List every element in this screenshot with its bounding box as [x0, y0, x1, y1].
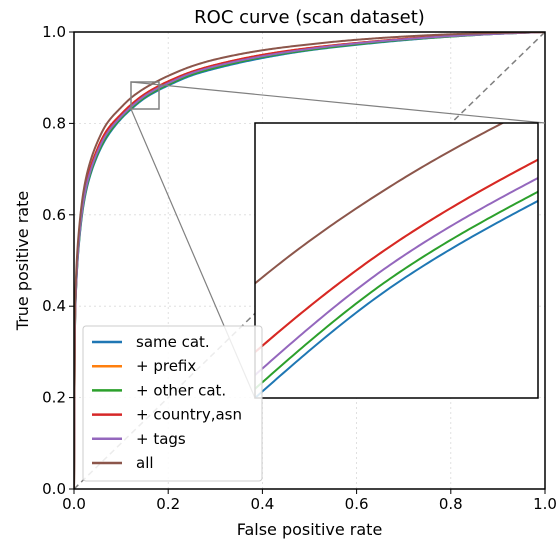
inset-series-line [255, 158, 538, 354]
x-tick-label: 0.2 [156, 495, 180, 513]
legend-label: same cat. [136, 333, 210, 351]
y-tick-label: 0.2 [42, 389, 66, 407]
zoom-region-box [130, 81, 160, 110]
y-tick-label: 0.4 [42, 297, 66, 315]
x-tick-label: 0.6 [345, 495, 369, 513]
x-tick-label: 0.4 [250, 495, 274, 513]
inset-series-lines [255, 123, 538, 398]
legend-label: + other cat. [136, 381, 226, 399]
axis-ticks: 0.0 0.2 0.4 0.6 0.8 1.0 0.0 0.2 0.4 0.6 0.8 1.0 [42, 23, 557, 513]
y-tick-label: 0.8 [42, 114, 66, 132]
legend-label: + country,asn [136, 406, 242, 424]
inset-series-line [255, 190, 538, 391]
x-tick-label: 1.0 [533, 495, 557, 513]
legend-label: + tags [136, 430, 186, 448]
legend: same cat. + prefix + other cat. + country,a… [82, 325, 263, 482]
series-line [74, 32, 545, 489]
legend-label: + prefix [136, 357, 196, 375]
inset-series-line [255, 176, 538, 377]
inset-frame [254, 122, 539, 399]
x-tick-label: 0.8 [439, 495, 463, 513]
series-line [74, 32, 545, 489]
legend-box [82, 325, 263, 482]
inset-series-line [255, 199, 538, 398]
inset-series-line [255, 123, 505, 285]
legend-label: all [136, 454, 154, 472]
y-tick-label: 0.0 [42, 480, 66, 498]
series-lines [74, 32, 545, 489]
x-tick-label: 0.0 [62, 495, 86, 513]
chart-title: ROC curve (scan dataset) [194, 7, 425, 28]
y-axis-label: True positive rate [13, 191, 32, 331]
x-axis-label: False positive rate [237, 520, 383, 539]
plot-frame [73, 31, 546, 490]
y-tick-label: 1.0 [42, 23, 66, 41]
y-tick-label: 0.6 [42, 206, 66, 224]
